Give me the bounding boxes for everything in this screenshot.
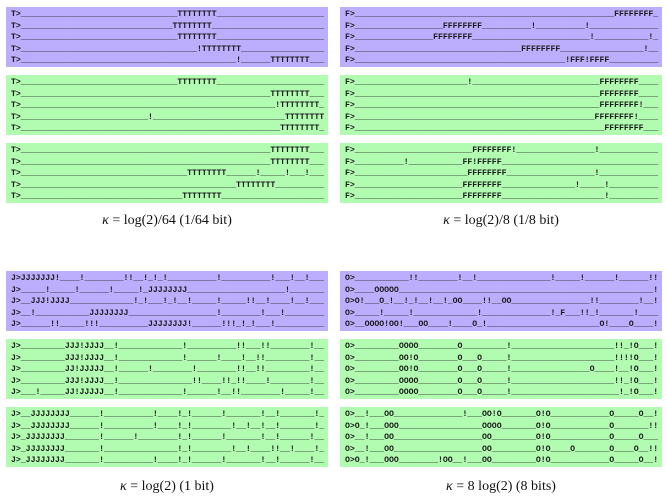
caption-text: = log(2)/64 (1/64 bit) [108, 213, 232, 228]
caption-text: = 8 log(2) (8 bits) [452, 479, 556, 494]
sample-line: F>________________FFFFFFFF______________… [345, 33, 659, 43]
sample-group-purple: J>JJJJJJJ!____!________!!__!_!_!________… [6, 271, 328, 331]
sample-line: O>__!___OO__________________OO_________O… [345, 433, 659, 443]
sample-line: T>______________________________________… [11, 157, 325, 167]
sample-line: O>__!___OO______________!___OO!O_______O… [345, 410, 659, 419]
sample-line: J>_____!_____!______!_____!_JJJJJJJJ____… [11, 285, 325, 295]
sample-line: F>______________________________________… [345, 101, 659, 111]
sample-group-green: F>_______________________!______________… [340, 75, 662, 135]
kappa-symbol: κ [446, 479, 453, 494]
sample-group-purple: O>___________!!________!__!_____________… [340, 271, 662, 331]
sample-line: F>________________________FFFFFFFF!_____… [345, 146, 659, 155]
caption-text: = log(2) (1 bit) [126, 479, 214, 494]
panel-caption: κ = log(2)/8 (1/8 bit) [340, 213, 662, 229]
sample-line: F>__________________________________FFFF… [345, 44, 659, 54]
sample-line: T>_________________________________TTTTT… [11, 192, 325, 202]
sample-line: O>___________!!________!__!_____________… [345, 274, 659, 283]
sample-line: J>_JJJJJJJJ_______!__________!____!_!___… [11, 456, 325, 466]
panel-caption: κ = log(2)/64 (1/64 bit) [6, 213, 328, 229]
sample-line: J>__JJJJJJJJ______!__________!____!_!___… [11, 410, 325, 419]
sample-line: O>__OOOO!OO!___OO____!____O_!___________… [345, 320, 659, 330]
sample-group-green: J>_________JJJ!JJJJ__!_____________!____… [6, 339, 328, 399]
sample-line: O>_________OO!O________O___O_____!______… [345, 353, 659, 363]
sample-line: O>O_!___OOO_________________OOOO_______O… [345, 421, 659, 431]
sample-line: F>_______________________!______________… [345, 78, 659, 87]
sample-line: T>__________________________________TTTT… [11, 169, 325, 179]
sample-group-green: F>________________________FFFFFFFF!_____… [340, 143, 662, 203]
sample-line: O>_________OO!O________O___O_____!______… [345, 365, 659, 375]
sample-group-purple: T>________________________________TTTTTT… [6, 7, 328, 67]
sample-line: O>O!___O_!__!_!__!__!_OO____!!__OO______… [345, 297, 659, 307]
sample-group-green: O>_________OOOO________O_________!______… [340, 339, 662, 399]
sample-line: T>______________________________________… [11, 89, 325, 99]
sample-line: F>______________________FFFFFFFF________… [345, 180, 659, 190]
kappa-symbol: κ [102, 213, 109, 228]
sample-line: T>______________________________________… [11, 56, 325, 66]
sample-line: T>______________________________________… [11, 146, 325, 155]
sample-line: J>_JJJJJJJJ_______!______!________!_!___… [11, 433, 325, 443]
sample-line: F>______________________FFFFFFFF________… [345, 192, 659, 202]
sample-line: T>________________________________TTTTTT… [11, 33, 325, 43]
sample-line: J>______!!_____!!!__________JJJJJJJJ!___… [11, 320, 325, 330]
sample-line: J>__JJJJJJJJ______!__________!____!_!___… [11, 421, 325, 431]
sample-line: O>_____!_____!_____________!____________… [345, 308, 659, 318]
sample-line: T>______________________________________… [11, 180, 325, 190]
sample-line: O>_________OOOO________O_________!______… [345, 342, 659, 351]
sample-line: T>________________________________TTTTTT… [11, 78, 325, 87]
sample-line: J>__!___________JJJJJJJJ________________… [11, 308, 325, 318]
sample-group-green: T>______________________________________… [6, 143, 328, 203]
kappa-symbol: κ [120, 479, 127, 494]
sample-group-green: J>__JJJJJJJJ______!__________!____!_!___… [6, 407, 328, 467]
sample-line: F>__________!___________FF!FFFFF________… [345, 157, 659, 167]
sample-line: F>__________________FFFFFFFF__________!_… [345, 21, 659, 31]
sample-line: J>_________JJ!JJJJJ__!______!________!__… [11, 365, 325, 375]
sample-group-green: T>________________________________TTTTTT… [6, 75, 328, 135]
sample-line: O>_________OOOO________O___O_____!______… [345, 376, 659, 386]
sample-line: J>__JJJ!JJJJ_____________!_!___!_!__!___… [11, 297, 325, 307]
sample-line: F>______________________________________… [345, 10, 659, 19]
sample-line: T>______________________________________… [11, 124, 325, 134]
sample-line: J>JJJJJJJ!____!________!!__!_!_!________… [11, 274, 325, 283]
sample-group-green: O>__!___OO______________!___OO!O_______O… [340, 407, 662, 467]
sample-line: T>__________________________!___________… [11, 112, 325, 122]
sample-line: J>_________JJJ!JJJJ__!_______________!!_… [11, 376, 325, 386]
sample-line: O>____OOOOO_____________________________… [345, 285, 659, 295]
sample-group-purple: F>______________________________________… [340, 7, 662, 67]
sample-line: T>________________________________TTTTTT… [11, 10, 325, 19]
sample-line: F>_______________________FFFFFFFF_______… [345, 169, 659, 179]
sample-line: J>_________JJJ!JJJJ__!_____________!____… [11, 353, 325, 363]
sample-line: J>___!_____JJ!JJJJJ__!_____________!____… [11, 388, 325, 398]
sample-line: F>______________________________________… [345, 112, 659, 122]
sample-line: J>_JJJJJJJJ_______!_______________!_!___… [11, 444, 325, 454]
sample-line: O>__!___OO__________________OO_________O… [345, 444, 659, 454]
sample-line: T>______________________________________… [11, 101, 325, 111]
sample-line: F>______________________________________… [345, 56, 659, 66]
caption-text: = log(2)/8 (1/8 bit) [449, 213, 559, 228]
sample-line: O>_________OOOO________O___O_____!______… [345, 388, 659, 398]
panel-caption: κ = 8 log(2) (8 bits) [340, 479, 662, 495]
kappa-symbol: κ [443, 213, 450, 228]
sample-line: F>______________________________________… [345, 89, 659, 99]
sample-line: T>_______________________________TTTTTTT… [11, 21, 325, 31]
panel-caption: κ = log(2) (1 bit) [6, 479, 328, 495]
sample-line: F>______________________________________… [345, 124, 659, 134]
sample-line: T>____________________________________!T… [11, 44, 325, 54]
sample-line: J>_________JJJ!JJJJ__!_____________!____… [11, 342, 325, 351]
sample-line: O>O_!___OOO________!OO__!___OO_________O… [345, 456, 659, 466]
